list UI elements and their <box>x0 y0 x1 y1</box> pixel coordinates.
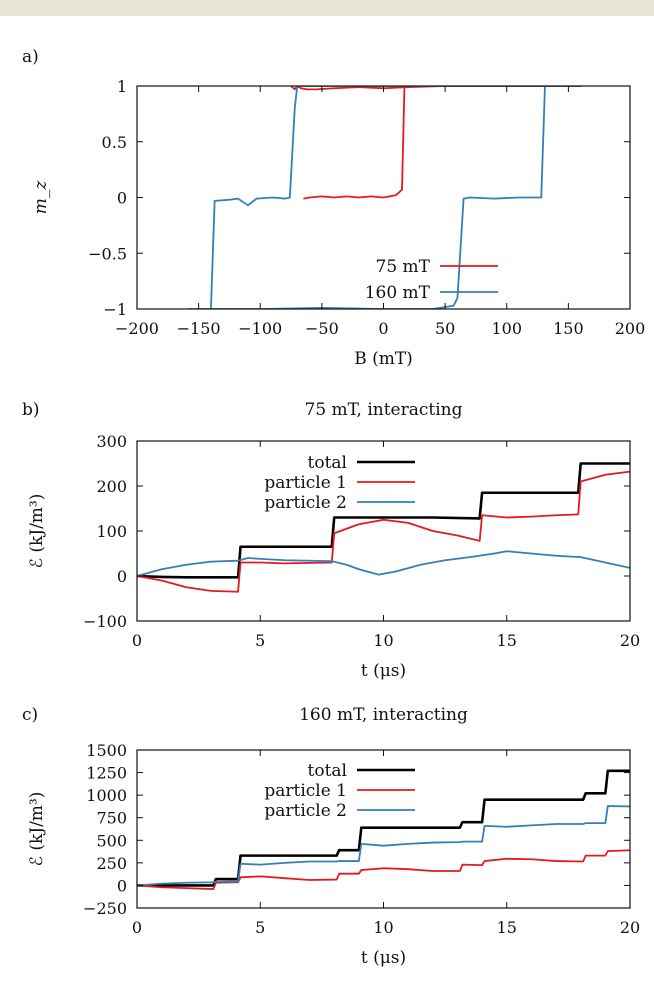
legend-label: particle 2 <box>264 801 347 821</box>
x-tick-label: 0 <box>132 918 142 937</box>
x-tick-label: 15 <box>497 631 517 650</box>
series-line-160-mT <box>188 86 582 309</box>
x-axis-label: t (μs) <box>361 948 406 968</box>
x-tick-label: 15 <box>497 918 517 937</box>
y-axis-label: ℰ (kJ/m³) <box>27 494 47 569</box>
series-line-particle-1 <box>137 849 630 890</box>
x-tick-label: 20 <box>620 918 640 937</box>
x-tick-label: 10 <box>373 918 393 937</box>
legend-label: particle 2 <box>264 493 347 513</box>
y-tick-label: 0.5 <box>102 133 127 152</box>
y-tick-label: 200 <box>96 477 127 496</box>
plot-frame <box>136 440 631 622</box>
y-tick-label: 1000 <box>86 786 127 805</box>
legend-label: total <box>308 453 347 473</box>
series-line-particle-2 <box>137 805 630 887</box>
top-border-bar <box>0 0 654 16</box>
series-line-particle-1 <box>137 470 630 593</box>
y-tick-label: −100 <box>83 612 127 631</box>
panel-letter: a) <box>22 47 39 67</box>
chart-title: 160 mT, interacting <box>299 705 468 725</box>
x-tick-label: −150 <box>177 319 221 338</box>
legend-label: particle 1 <box>264 781 347 801</box>
x-tick-label: −200 <box>115 319 159 338</box>
y-tick-label: 300 <box>96 432 127 451</box>
y-tick-label: −250 <box>83 899 127 918</box>
legend-label: particle 1 <box>264 473 347 493</box>
x-tick-label: 20 <box>620 631 640 650</box>
panel-letter: c) <box>22 705 38 725</box>
x-tick-label: 10 <box>373 631 393 650</box>
y-tick-label: 0 <box>117 567 127 586</box>
x-tick-label: 5 <box>255 918 265 937</box>
chart-title: 75 mT, interacting <box>305 400 463 420</box>
y-tick-label: 0 <box>117 189 127 208</box>
x-tick-label: −100 <box>238 319 282 338</box>
x-tick-label: 5 <box>255 631 265 650</box>
y-tick-label: 500 <box>96 831 127 850</box>
x-tick-label: 0 <box>378 319 388 338</box>
panel-letter: b) <box>22 400 40 420</box>
series-line-75-mT <box>290 86 582 200</box>
y-tick-label: 1250 <box>86 764 127 783</box>
y-tick-label: 0 <box>117 876 127 895</box>
x-tick-label: 100 <box>491 319 522 338</box>
legend-label: 75 mT <box>376 257 431 277</box>
x-tick-label: −50 <box>305 319 339 338</box>
x-axis-label: t (μs) <box>361 661 406 681</box>
chart-panel-2: b) 75 mT, interacting 0 5 10 15 20 −100 0 100 200 3… <box>22 400 640 681</box>
y-tick-label: 100 <box>96 522 127 541</box>
x-tick-label: 50 <box>435 319 455 338</box>
x-tick-label: 150 <box>553 319 584 338</box>
y-axis-label: m_z <box>31 180 51 215</box>
y-tick-label: 750 <box>96 809 127 828</box>
y-tick-label: 1 <box>117 77 127 96</box>
y-axis-label: ℰ (kJ/m³) <box>27 792 47 867</box>
x-axis-label: B (mT) <box>354 349 413 369</box>
legend-label: 160 mT <box>365 283 431 303</box>
x-tick-label: 200 <box>615 319 646 338</box>
y-tick-label: −0.5 <box>88 244 127 263</box>
series-line-particle-2 <box>137 550 630 577</box>
chart-panel-3: c) 160 mT, interacting 0 5 10 15 20 −250 0 250 500… <box>22 705 640 968</box>
y-tick-label: −1 <box>103 300 127 319</box>
x-tick-label: 0 <box>132 631 142 650</box>
y-tick-label: 250 <box>96 854 127 873</box>
chart-panel-1: a) −200 −150 −100 −50 0 50 100 150 200 −1 −0.5 0 0.5 1… <box>22 47 645 369</box>
y-tick-label: 1500 <box>86 741 127 760</box>
series-line-total <box>137 462 630 579</box>
legend-label: total <box>308 761 347 781</box>
